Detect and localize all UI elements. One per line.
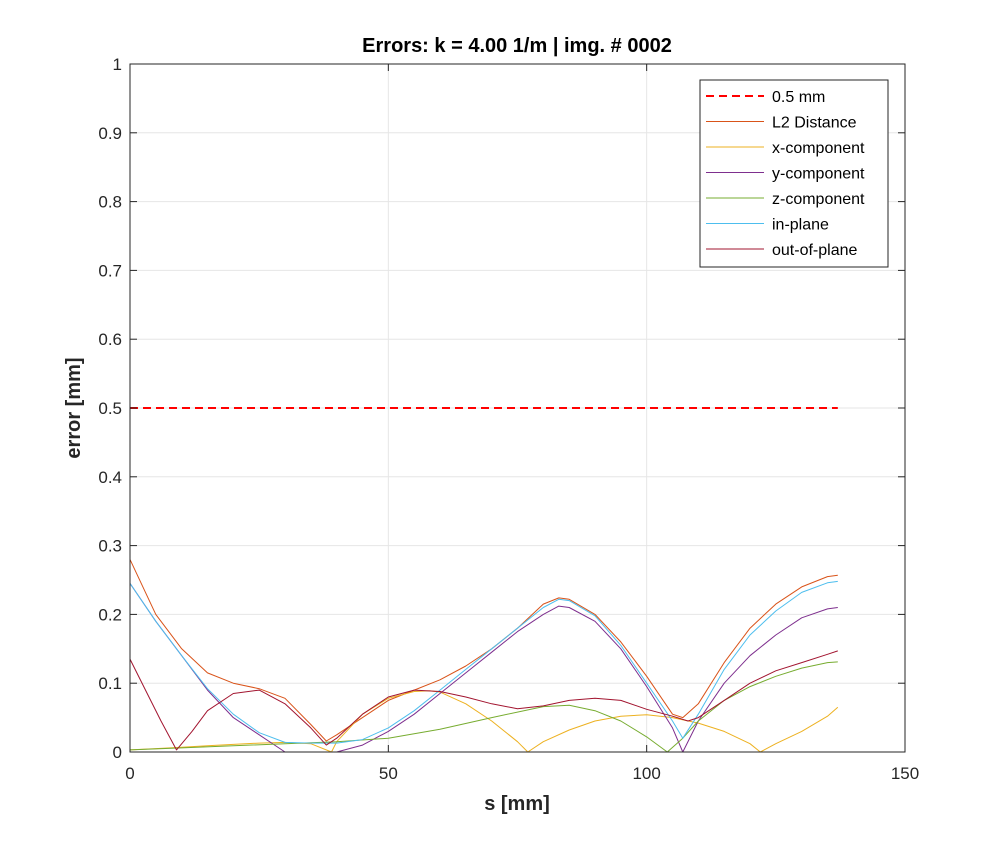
legend-label: x-component bbox=[772, 140, 865, 157]
legend-label: y-component bbox=[772, 166, 865, 183]
legend-label: in-plane bbox=[772, 217, 829, 234]
y-tick-label: 0.3 bbox=[98, 537, 122, 556]
y-tick-label: 0.8 bbox=[98, 193, 122, 212]
legend-label: z-component bbox=[772, 191, 865, 208]
y-tick-label: 0.2 bbox=[98, 605, 122, 624]
y-tick-label: 0.7 bbox=[98, 261, 122, 280]
y-tick-label: 1 bbox=[113, 55, 122, 74]
y-tick-label: 0.9 bbox=[98, 124, 122, 143]
series-line-out-of-plane bbox=[129, 650, 838, 751]
series-line-y-component bbox=[129, 583, 838, 753]
y-tick-label: 0.1 bbox=[98, 674, 122, 693]
y-tick-label: 0 bbox=[113, 743, 122, 762]
series-line-in-plane bbox=[129, 580, 838, 744]
x-axis-title: s [mm] bbox=[484, 793, 550, 815]
legend-label: 0.5 mm bbox=[772, 89, 825, 106]
x-tick-label: 50 bbox=[379, 764, 398, 783]
chart-title: Errors: k = 4.00 1/m | img. # 0002 bbox=[362, 35, 672, 57]
legend: 0.5 mm L2 Distance x-component y-component z… bbox=[699, 79, 889, 268]
x-tick-label: 100 bbox=[632, 764, 660, 783]
axis-ticks: 0 50 100 150 0 0.1 0.2 0.3 0.4 0.5 0.6 0.7 0.8 0.9 1 bbox=[98, 55, 919, 783]
legend-label: out-of-plane bbox=[772, 242, 857, 259]
y-tick-label: 0.5 bbox=[98, 399, 122, 418]
legend-label: L2 Distance bbox=[772, 115, 857, 132]
y-tick-label: 0.4 bbox=[98, 468, 122, 487]
x-tick-label: 150 bbox=[891, 764, 919, 783]
x-tick-label: 0 bbox=[125, 764, 134, 783]
y-tick-label: 0.6 bbox=[98, 330, 122, 349]
series-line-x-component bbox=[129, 690, 839, 753]
y-axis-title: error [mm] bbox=[63, 357, 85, 458]
legend-box bbox=[699, 79, 889, 268]
series-lines bbox=[129, 407, 839, 753]
